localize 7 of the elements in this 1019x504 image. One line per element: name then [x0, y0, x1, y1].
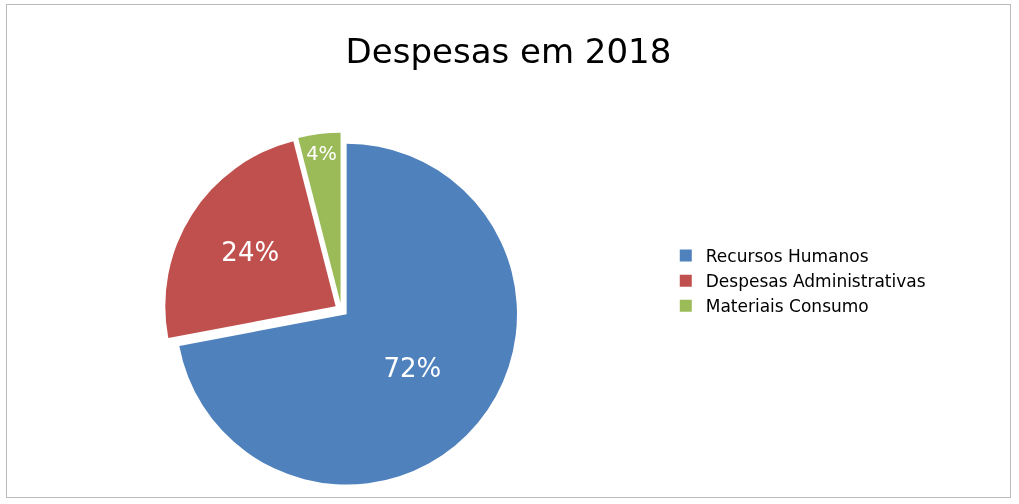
data-label: 4% — [306, 141, 337, 165]
legend-label: Recursos Humanos — [705, 246, 869, 267]
data-label: 24% — [221, 237, 280, 267]
legend-label: Materiais Consumo — [705, 296, 869, 317]
legend-label: Despesas Administrativas — [705, 271, 926, 292]
chart-title: Despesas em 2018 — [345, 31, 672, 72]
data-label: 72% — [383, 353, 442, 384]
